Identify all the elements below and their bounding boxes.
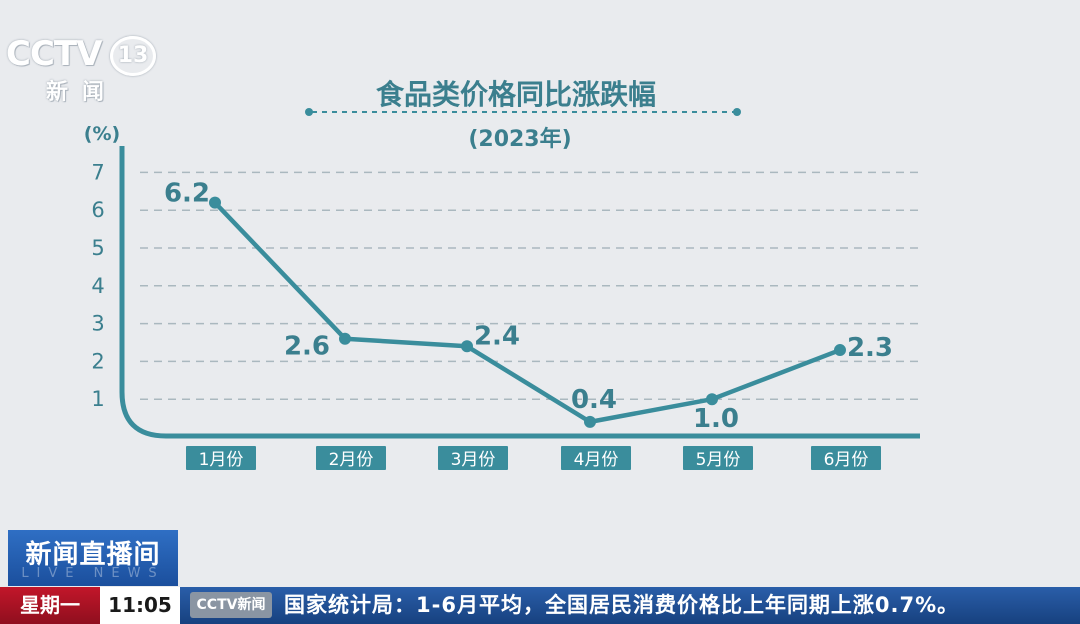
cctv-news-logo: CCTV新闻 — [190, 592, 272, 618]
ticker-bar — [0, 587, 1080, 624]
data-point — [584, 415, 596, 428]
data-label: 0.4 — [571, 385, 617, 415]
data-label: 2.3 — [847, 333, 893, 363]
x-category-badge — [683, 446, 753, 470]
x-category-badge — [438, 446, 508, 470]
data-label: 6.2 — [164, 179, 210, 209]
x-category-label: 4月份 — [574, 450, 619, 470]
data-label: 2.4 — [474, 321, 520, 351]
series-line — [213, 201, 841, 425]
title-dot-right — [733, 108, 741, 116]
x-category-badge — [316, 446, 386, 470]
x-category-badge — [811, 446, 881, 470]
y-axis-unit: (%) — [84, 123, 120, 145]
axis-frame — [119, 146, 920, 439]
logo-channel: 13 — [110, 36, 156, 76]
program-subtitle: LIVE NEWS — [21, 566, 165, 581]
title-dot-left — [305, 108, 313, 116]
x-category-label: 3月份 — [451, 450, 496, 470]
chart-title: 食品类价格同比涨跌幅 — [376, 78, 656, 111]
y-tick-label: 7 — [91, 160, 104, 184]
weekday-badge: 星期一 — [0, 587, 100, 624]
cctv13-logo: CCTV 13 新闻 — [6, 34, 156, 105]
clock: 11:05 — [100, 587, 180, 624]
chart-subtitle: (2023年) — [468, 126, 571, 152]
data-label: 2.6 — [284, 332, 330, 362]
logo-sub: 新闻 — [46, 80, 119, 105]
data-point — [339, 332, 351, 345]
data-label: 1.0 — [693, 404, 739, 434]
y-tick-label: 2 — [91, 349, 104, 373]
y-tick-label: 3 — [91, 312, 104, 336]
x-category-label: 5月份 — [696, 450, 741, 470]
program-box: 新闻直播间 LIVE NEWS — [8, 530, 178, 586]
y-tick-label: 6 — [91, 198, 104, 222]
y-tick-label: 4 — [91, 274, 104, 298]
data-point — [834, 344, 846, 357]
x-category-badge — [561, 446, 631, 470]
data-point — [209, 196, 221, 209]
y-tick-label: 1 — [91, 387, 104, 411]
logo-brand: CCTV — [6, 34, 102, 74]
x-category-label: 2月份 — [329, 450, 374, 470]
ticker-headline: 国家统计局：1-6月平均，全国居民消费价格比上年同期上涨0.7%。 — [284, 593, 960, 617]
data-point — [706, 393, 718, 406]
x-category-label: 1月份 — [199, 450, 244, 470]
program-name: 新闻直播间 — [25, 540, 161, 570]
x-category-badge — [186, 446, 256, 470]
data-point — [461, 340, 473, 353]
x-category-label: 6月份 — [824, 450, 869, 470]
y-tick-label: 5 — [91, 236, 104, 260]
